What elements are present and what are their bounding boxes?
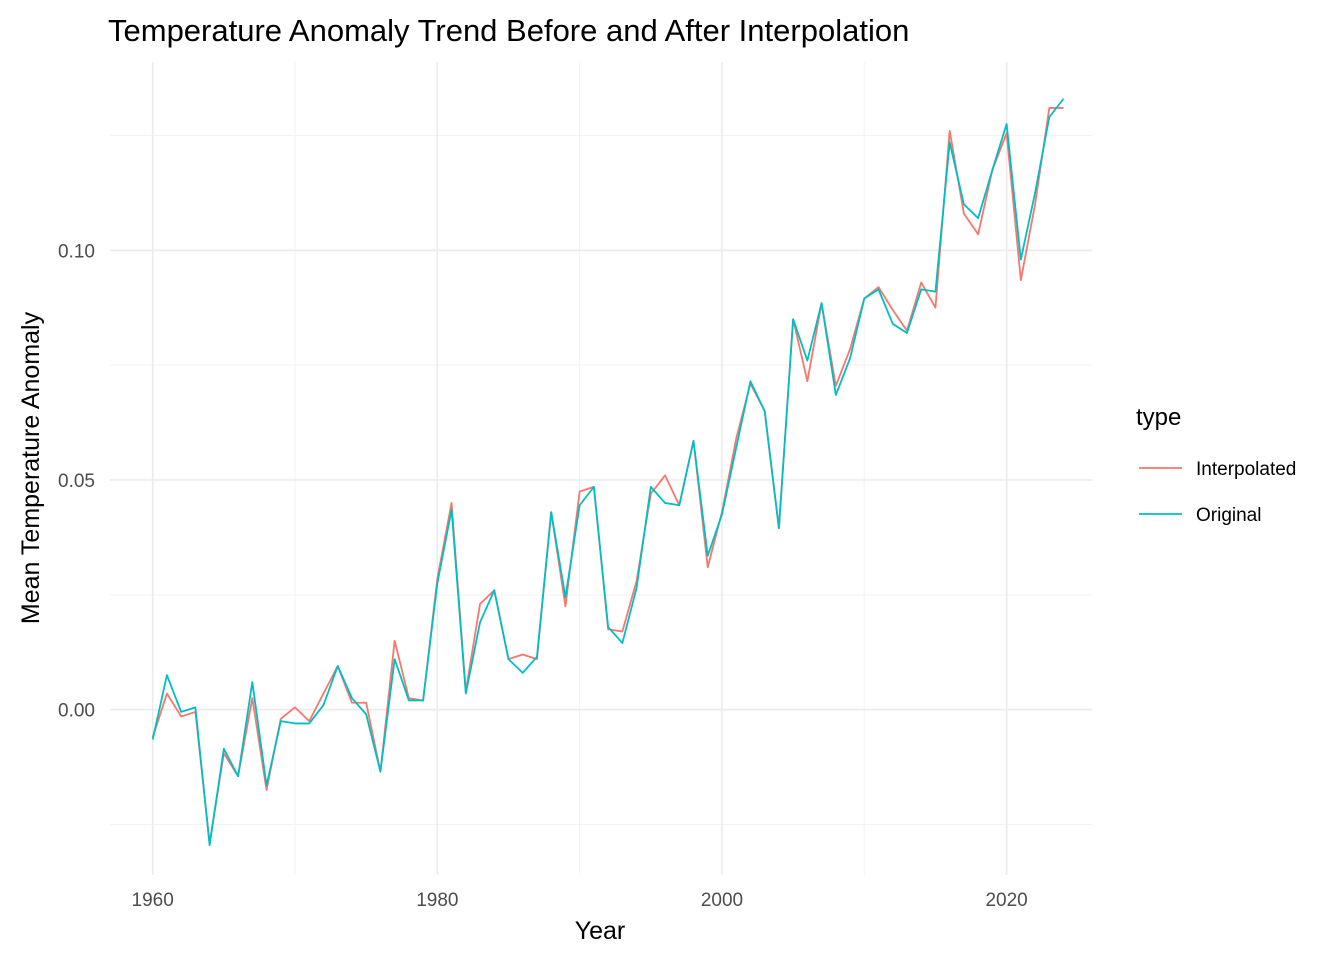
x-tick-label: 1980 (416, 890, 458, 911)
series-lines (151, 98, 1065, 847)
series-line-original (151, 98, 1065, 847)
legend-label-interpolated: Interpolated (1196, 459, 1296, 480)
y-tick-label: 0.00 (58, 701, 95, 722)
series-line-interpolated (151, 107, 1064, 844)
legend-label-original: Original (1196, 505, 1261, 526)
grid-lines (110, 62, 1092, 875)
legend-title: type (1136, 404, 1181, 431)
x-tick-label: 1960 (132, 890, 174, 911)
x-tick-label: 2000 (701, 890, 743, 911)
y-axis-label: Mean Temperature Anomaly (17, 311, 45, 624)
axis-ticks: 1960 1980 2000 2020 0.00 0.05 0.10 (58, 241, 1028, 911)
chart-title: Temperature Anomaly Trend Before and Aft… (108, 13, 909, 48)
legend: type Interpolated Original (1136, 404, 1296, 526)
y-tick-label: 0.10 (58, 241, 95, 262)
x-axis-label: Year (575, 917, 626, 945)
y-tick-label: 0.05 (58, 471, 95, 492)
x-tick-label: 2020 (985, 890, 1027, 911)
